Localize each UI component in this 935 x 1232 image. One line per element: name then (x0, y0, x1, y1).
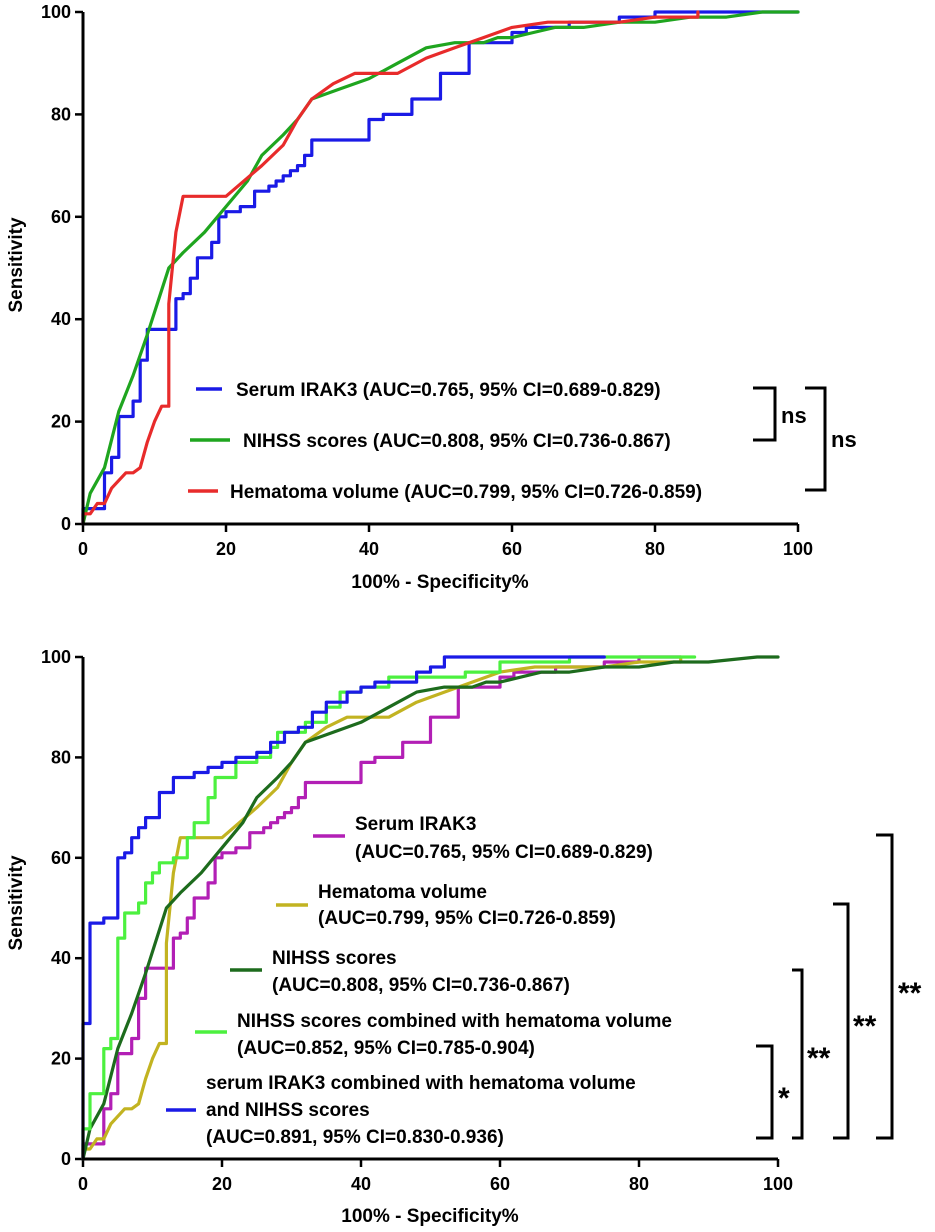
bottom-x-tick-label: 80 (629, 1174, 649, 1194)
bottom-bracket-2 (792, 968, 804, 1140)
top-x-tick-label: 40 (359, 539, 379, 559)
bottom-series-nihss_combined_hematoma (81, 655, 697, 1161)
top-series-hematoma_volume (81, 10, 700, 526)
bottom-y-tick-label: 100 (41, 647, 71, 667)
bottom-axes (81, 657, 778, 1161)
bottom-x-tick-label: 0 (78, 1174, 88, 1194)
top-y-tick-label: 80 (51, 104, 71, 124)
bottom-y-tick-label: 80 (51, 747, 71, 767)
bottom-legend-hematoma-2: (AUC=0.799, 95% CI=0.726-0.859) (318, 908, 616, 929)
top-axes (81, 12, 798, 526)
roc-chart-top: 0 20 40 60 80 100 0 20 40 60 80 100 100% - Specific… (6, 2, 857, 593)
bottom-legend-nihss-2: (AUC=0.808, 95% CI=0.736-0.867) (272, 975, 570, 996)
bottom-series-irak3_combined_hematoma_nihss (81, 655, 606, 1161)
bottom-legend-hematoma-1: Hematoma volume (318, 882, 487, 903)
bottom-y-tick-label: 20 (51, 1049, 71, 1069)
bottom-y-axis-label: Sensitivity (6, 855, 27, 950)
top-y-tick-label: 40 (51, 309, 71, 329)
top-sig-inner: ns (781, 403, 807, 428)
top-y-axis-label: Sensitivity (6, 217, 27, 312)
top-sig-outer: ns (831, 427, 857, 452)
bottom-legend-irak3-combined-3: (AUC=0.891, 95% CI=0.830-0.936) (206, 1127, 504, 1148)
top-x-tick-label: 80 (645, 539, 665, 559)
bottom-bracket-4 (876, 833, 894, 1140)
top-x-tick-label: 0 (78, 539, 88, 559)
bottom-x-tick-label: 100 (763, 1174, 793, 1194)
top-x-tick-label: 100 (783, 539, 813, 559)
bottom-x-axis-label: 100% - Specificity% (341, 1206, 519, 1227)
bottom-legend-nihss-combined-1: NIHSS scores combined with hematoma volu… (237, 1011, 672, 1032)
bottom-sig-2: ** (807, 1042, 831, 1075)
bottom-legend-nihss-1: NIHSS scores (272, 948, 397, 969)
top-x-tick-label: 20 (216, 539, 236, 559)
bottom-sig-1: * (778, 1082, 790, 1115)
top-y-tick-label: 60 (51, 207, 71, 227)
top-y-tick-label: 20 (51, 412, 71, 432)
bottom-bracket-1 (756, 1044, 774, 1140)
bottom-bracket-3 (833, 902, 850, 1140)
bottom-sig-3: ** (853, 1010, 877, 1043)
top-bracket-outer (805, 386, 827, 492)
top-x-tick-label: 60 (502, 539, 522, 559)
top-legend-irak3: Serum IRAK3 (AUC=0.765, 95% CI=0.689-0.8… (236, 380, 661, 401)
top-legend-hematoma: Hematoma volume (AUC=0.799, 95% CI=0.726… (230, 482, 702, 503)
bottom-legend-nihss-combined-2: (AUC=0.852, 95% CI=0.785-0.904) (237, 1038, 535, 1059)
bottom-y-tick-label: 0 (61, 1149, 71, 1169)
bottom-y-tick-label: 60 (51, 848, 71, 868)
top-bracket-inner (753, 386, 777, 442)
top-legend-nihss: NIHSS scores (AUC=0.808, 95% CI=0.736-0.… (243, 431, 671, 452)
bottom-legend-irak3-combined-2: and NIHSS scores (206, 1100, 370, 1121)
bottom-legend-irak3-combined-1: serum IRAK3 combined with hematoma volum… (206, 1073, 636, 1094)
bottom-sig-4: ** (898, 977, 922, 1010)
roc-chart-bottom: 0 20 40 60 80 100 0 20 40 60 80 100 100% - Specific… (6, 647, 922, 1227)
bottom-y-tick-label: 40 (51, 948, 71, 968)
bottom-legend-irak3-2: (AUC=0.765, 95% CI=0.689-0.829) (355, 842, 653, 863)
bottom-series-nihss_scores (81, 655, 780, 1161)
bottom-x-tick-label: 40 (351, 1174, 371, 1194)
top-x-axis-label: 100% - Specificity% (351, 572, 529, 593)
top-y-tick-label: 100 (41, 2, 71, 22)
bottom-x-tick-label: 20 (212, 1174, 232, 1194)
bottom-legend-irak3-1: Serum IRAK3 (355, 814, 476, 835)
bottom-series-hematoma_volume (81, 655, 683, 1161)
bottom-x-tick-label: 60 (490, 1174, 510, 1194)
top-y-tick-label: 0 (61, 514, 71, 534)
